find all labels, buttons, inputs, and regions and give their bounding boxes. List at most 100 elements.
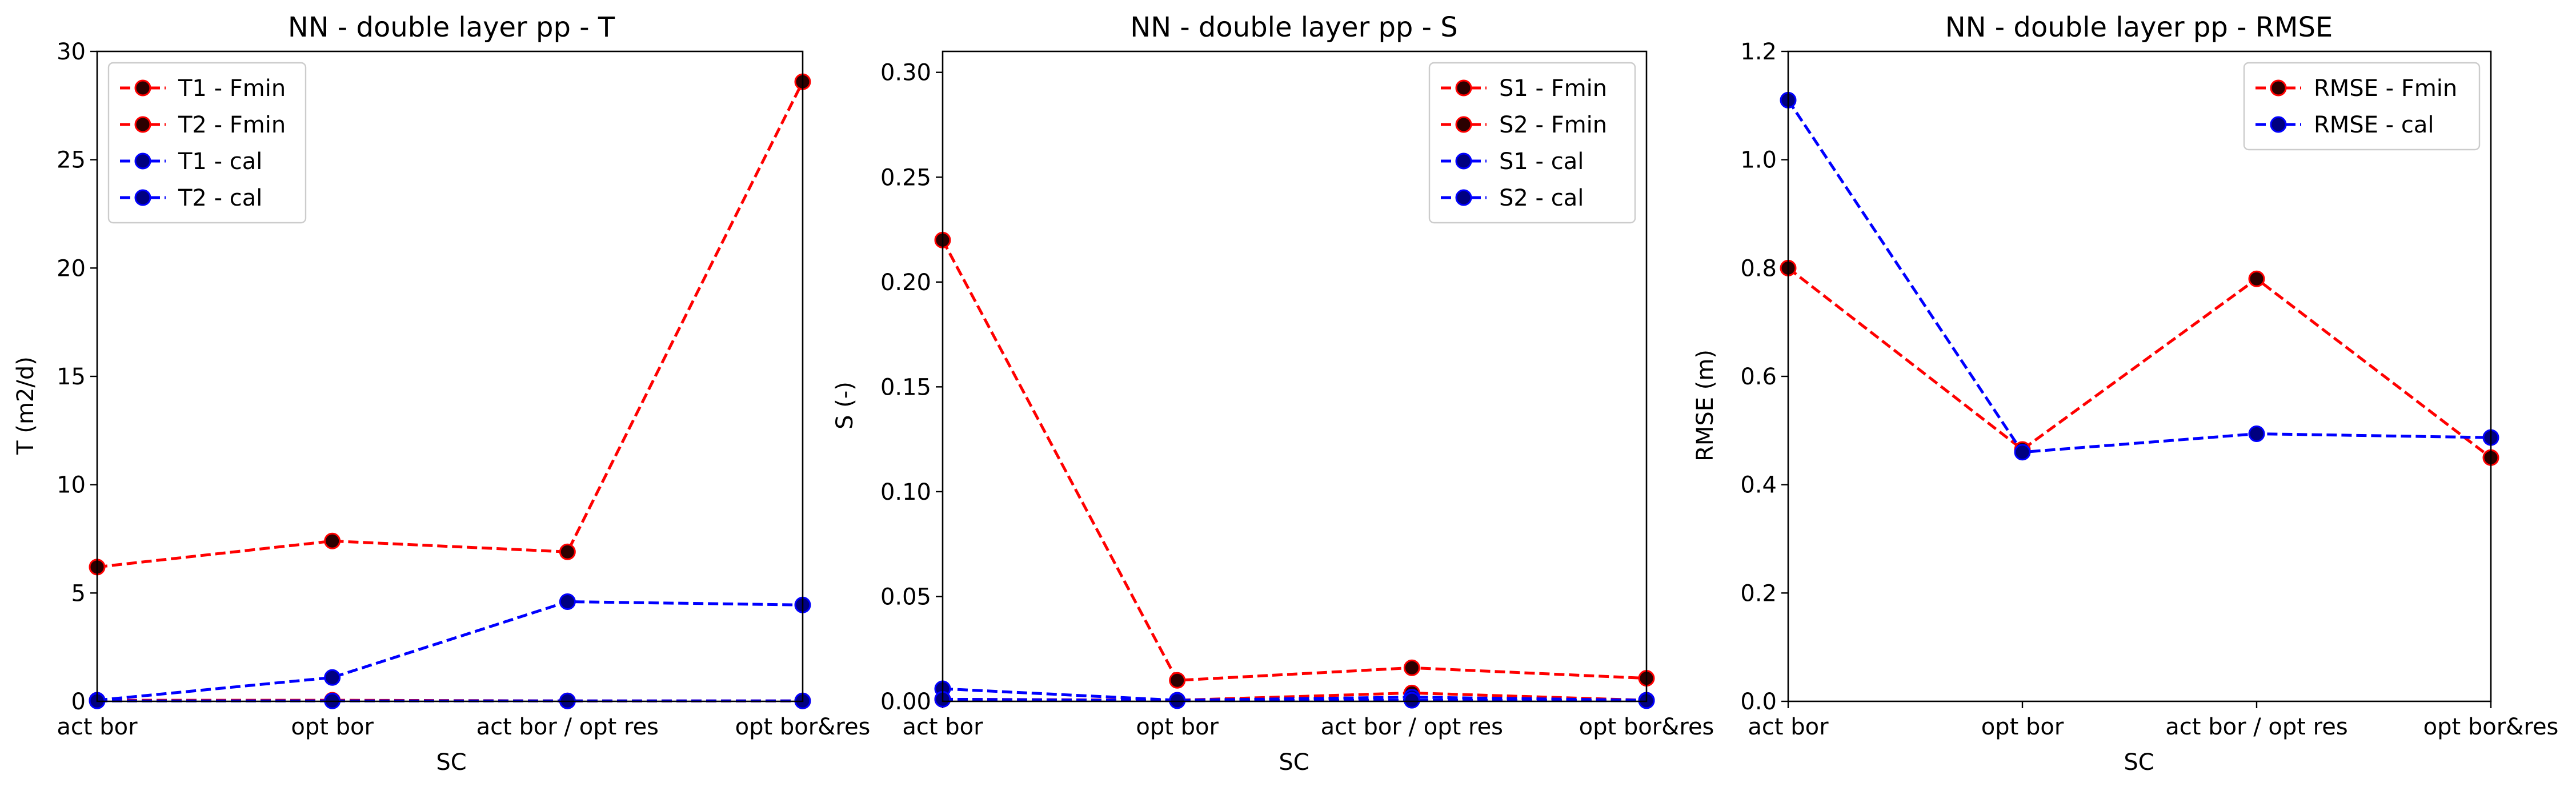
series-line	[1786, 99, 2491, 454]
legend-label: RMSE - Fmin	[2314, 75, 2457, 102]
legend-label: T1 - Fmin	[178, 75, 286, 102]
legend-label: S2 - cal	[1499, 185, 1584, 211]
chart-title: NN - double layer pp - RMSE	[1945, 11, 2333, 43]
x-tick-label: opt bor	[1136, 714, 1219, 740]
series-line	[942, 691, 1647, 702]
legend-entry: S2 - Fmin	[1441, 112, 1607, 138]
y-tick-label: 5	[71, 580, 86, 607]
y-tick-label: 0.20	[880, 270, 931, 296]
x-tick-label: act bor	[1748, 714, 1829, 740]
chart-panel-t: NN - double layer pp - T T (m2/d) SC 0 5 1…	[13, 11, 870, 776]
legend-label: RMSE - cal	[2314, 112, 2434, 138]
legend: S1 - Fmin S2 - Fmin S1 - cal S2 - cal	[1428, 62, 1636, 224]
legend-label: S2 - Fmin	[1499, 112, 1607, 138]
y-tick-label: 0	[71, 689, 86, 715]
axes-frame	[96, 50, 804, 702]
x-tick-label: act bor / opt res	[2165, 714, 2347, 740]
y-tick-label: 0.8	[1740, 255, 1777, 282]
x-tick-label: opt bor&res	[2423, 714, 2559, 740]
series-line	[941, 239, 1647, 682]
x-tick-label: opt bor	[1981, 714, 2064, 740]
chart-title: NN - double layer pp - S	[1130, 11, 1457, 43]
data-point	[2248, 270, 2265, 287]
y-tick-label: 15	[57, 364, 86, 390]
axes-frame	[942, 50, 1648, 702]
legend-entry: T2 - cal	[120, 185, 262, 211]
legend-marker	[2270, 116, 2287, 133]
legend-box	[1428, 62, 1636, 224]
legend-entry: RMSE - cal	[2255, 112, 2434, 138]
chart-panel-rmse: NN - double layer pp - RMSE RMSE (m) SC …	[1692, 11, 2558, 776]
legend: RMSE - Fmin RMSE - cal	[2243, 62, 2481, 151]
y-tick-label: 20	[57, 255, 86, 282]
x-axis-title: SC	[1279, 749, 1309, 776]
legend-box	[2243, 62, 2481, 151]
data-point	[2248, 425, 2265, 443]
y-axis-title: RMSE (m)	[1692, 350, 1718, 461]
data-point	[559, 543, 576, 560]
x-tick-label: opt bor&res	[1579, 714, 1714, 740]
legend-entry: T1 - cal	[120, 148, 262, 175]
x-axis-title: SC	[2124, 749, 2154, 776]
y-tick-label: 0.00	[880, 689, 931, 715]
series-s1-fmin	[934, 231, 1655, 689]
legend-label: S1 - Fmin	[1499, 75, 1607, 102]
y-axis-title: S (-)	[832, 382, 858, 429]
y-tick-label: 0.10	[880, 479, 931, 505]
y-axis-title: T (m2/d)	[13, 356, 39, 455]
data-point	[1169, 672, 1186, 689]
legend-marker	[134, 189, 151, 206]
plot-area: 0 5 10 15 20 25 30 act bor opt bor act bor / opt …	[57, 39, 870, 740]
series-line	[97, 81, 804, 569]
chart-panel-s: NN - double layer pp - S S (-) SC 0.00 0.…	[832, 11, 1714, 776]
series-line	[1787, 267, 2492, 459]
y-tick-label: 1.0	[1740, 147, 1777, 174]
y-tick-label: 0.2	[1740, 580, 1777, 607]
plot-area: 0.0 0.2 0.4 0.6 0.8 1.0 1.2 act bor opt bor act b…	[1740, 39, 2558, 740]
chart-title: NN - double layer pp - T	[288, 11, 615, 43]
x-tick-label: act bor / opt res	[1321, 714, 1503, 740]
legend-label: S1 - cal	[1499, 148, 1584, 175]
legend: T1 - Fmin T2 - Fmin T1 - cal T2 - cal	[107, 62, 307, 224]
legend-box	[107, 62, 307, 224]
y-tick-label: 0.30	[880, 60, 931, 86]
y-tick-label: 0.0	[1740, 689, 1777, 715]
legend-marker	[1455, 152, 1472, 170]
y-tick-label: 10	[57, 472, 86, 499]
data-point	[1403, 659, 1420, 676]
legend-entry: T1 - Fmin	[120, 75, 286, 102]
legend-marker	[134, 116, 151, 133]
series-rmse-cal	[1780, 91, 2499, 461]
legend-marker	[1455, 189, 1472, 206]
legend-entry: S1 - Fmin	[1441, 75, 1607, 102]
x-axis-title: SC	[436, 749, 466, 776]
x-tick-label: act bor	[57, 714, 138, 740]
legend-entry: T2 - Fmin	[120, 112, 286, 138]
data-point	[2014, 444, 2031, 461]
y-tick-label: 25	[57, 147, 86, 174]
data-point	[1403, 692, 1420, 709]
y-tick-label: 0.4	[1740, 472, 1777, 499]
legend-marker	[134, 79, 151, 97]
series-line	[942, 697, 1647, 702]
x-tick-label: act bor / opt res	[476, 714, 659, 740]
y-tick-label: 0.15	[880, 374, 931, 400]
data-point	[324, 532, 341, 549]
legend-entry: S1 - cal	[1441, 148, 1584, 175]
y-tick-label: 30	[57, 39, 86, 65]
y-tick-label: 0.05	[880, 584, 931, 610]
legend-entry: RMSE - Fmin	[2255, 75, 2457, 102]
legend-marker	[2270, 79, 2287, 97]
y-tick-label: 0.25	[880, 164, 931, 191]
series-line	[942, 687, 1647, 702]
data-point	[559, 593, 576, 611]
y-tick-label: 1.2	[1740, 39, 1777, 65]
legend-marker	[1455, 116, 1472, 133]
axes-frame	[1787, 50, 2492, 702]
x-tick-label: opt bor&res	[735, 714, 871, 740]
legend-entry: S2 - cal	[1441, 185, 1584, 211]
legend-label: T1 - cal	[178, 148, 262, 175]
x-tick-label: opt bor	[291, 714, 374, 740]
series-line	[97, 600, 803, 702]
